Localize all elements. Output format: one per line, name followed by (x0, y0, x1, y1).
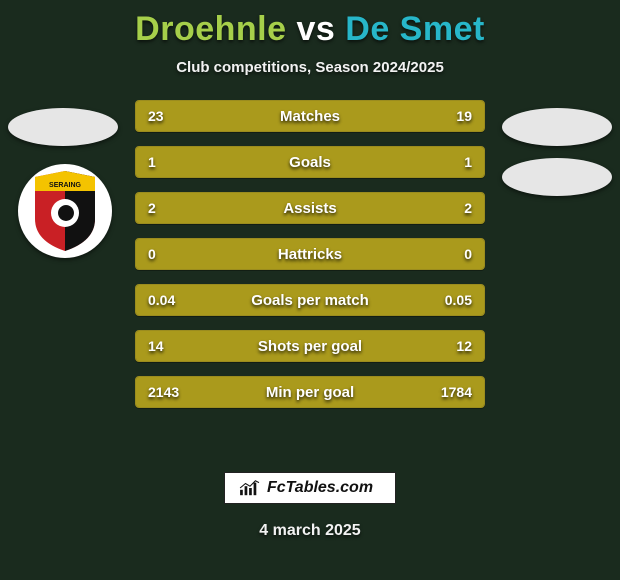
stat-bar-left (136, 285, 293, 315)
player2-avatar-placeholder (502, 108, 612, 146)
stat-bar-right (310, 147, 484, 177)
content-wrapper: Droehnle vs De Smet Club competitions, S… (0, 0, 620, 580)
comparison-area: SERAING Matches2319 Goals11 Assists22 Hattr… (0, 100, 620, 472)
stat-bar-right (327, 377, 484, 407)
stat-bar-left (136, 101, 327, 131)
stat-bar-left (136, 377, 327, 407)
player1-club-crest: SERAING (18, 164, 112, 258)
stat-bar-left (136, 193, 310, 223)
stat-bar-left (136, 147, 310, 177)
player2-club-placeholder (502, 158, 612, 196)
stat-bar-left (136, 331, 324, 361)
stat-row: Goals11 (135, 146, 485, 178)
stat-bar-right (324, 331, 484, 361)
subtitle: Club competitions, Season 2024/2025 (176, 59, 444, 76)
stat-bar-right (293, 285, 484, 315)
date-text: 4 march 2025 (259, 522, 360, 540)
watermark-text: FcTables.com (267, 479, 373, 497)
stat-bar-right (310, 193, 484, 223)
stat-bar-left (136, 239, 310, 269)
chart-icon (239, 479, 261, 497)
page-title: Droehnle vs De Smet (135, 10, 485, 49)
shield-icon: SERAING (32, 171, 98, 251)
stat-row: Hattricks00 (135, 238, 485, 270)
crest-text: SERAING (49, 182, 81, 189)
stat-row: Shots per goal1412 (135, 330, 485, 362)
watermark-box: FcTables.com (224, 472, 396, 504)
stat-bar-right (310, 239, 484, 269)
stat-row: Matches2319 (135, 100, 485, 132)
player1-avatar-placeholder (8, 108, 118, 146)
player2-name: De Smet (345, 10, 485, 48)
stat-row: Goals per match0.040.05 (135, 284, 485, 316)
vs-text: vs (296, 10, 335, 48)
watermark: FcTables.com (224, 472, 396, 504)
stat-row: Assists22 (135, 192, 485, 224)
stat-row: Min per goal21431784 (135, 376, 485, 408)
stat-bar-right (327, 101, 484, 131)
player1-name: Droehnle (135, 10, 286, 48)
stats-table: Matches2319 Goals11 Assists22 Hattricks00 Go… (135, 100, 485, 408)
